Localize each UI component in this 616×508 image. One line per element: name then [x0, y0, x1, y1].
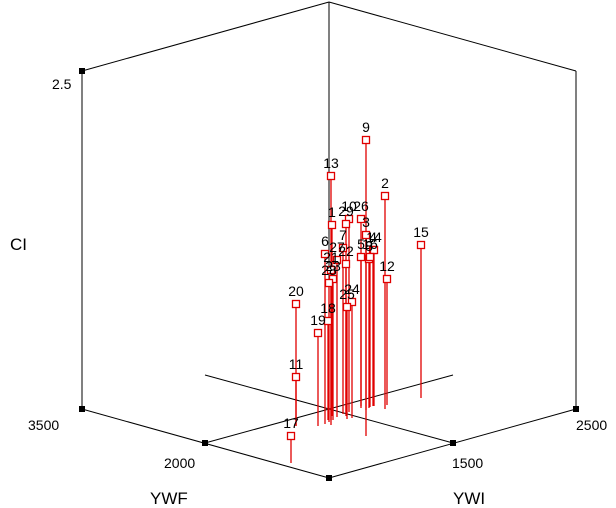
- corner-marker: [450, 440, 456, 446]
- data-point: [342, 302, 352, 312]
- point-label: 1: [328, 204, 336, 220]
- point-label: 20: [288, 283, 304, 299]
- data-point: [365, 252, 375, 262]
- point-label: 14: [366, 229, 382, 245]
- data-point: [356, 214, 366, 224]
- corner-markers: [79, 68, 579, 481]
- point-label: 22: [338, 243, 354, 259]
- point-label: 4: [369, 229, 377, 245]
- point-label: 23: [325, 258, 341, 274]
- data-point: [327, 220, 337, 230]
- data-point: [347, 297, 357, 307]
- point-label: 29: [338, 203, 354, 219]
- data-point: [416, 240, 426, 250]
- data-markers: [286, 135, 426, 441]
- point-label: 27: [329, 239, 345, 255]
- point-label: 16: [362, 236, 378, 252]
- corner-marker: [573, 406, 579, 412]
- data-point: [382, 274, 392, 284]
- tick-ci-2-5: 2.5: [52, 76, 72, 92]
- corner-marker: [79, 68, 85, 74]
- point-label: 18: [320, 300, 336, 316]
- point-label: 15: [413, 224, 429, 240]
- data-point: [361, 135, 371, 145]
- data-point: [380, 191, 390, 201]
- point-label: 10: [341, 198, 357, 214]
- data-point: [324, 278, 334, 288]
- data-point: [356, 252, 366, 262]
- point-label: 2: [381, 175, 389, 191]
- point-label: 19: [310, 312, 326, 328]
- point-label: 21: [323, 249, 339, 265]
- axis-title-ci: CI: [10, 235, 27, 254]
- point-label: 12: [379, 258, 395, 274]
- frame-edge: [81, 1, 330, 72]
- point-label: 6: [321, 233, 329, 249]
- corner-marker: [202, 440, 208, 446]
- data-point: [326, 171, 336, 181]
- frame-edge: [328, 1, 577, 72]
- point-label: 5: [357, 236, 365, 252]
- tick-ywf-3500: 3500: [28, 417, 59, 433]
- point-label: 25: [339, 286, 355, 302]
- point-label: 8: [365, 238, 373, 254]
- point-label: 17: [283, 415, 299, 431]
- point-label: 28: [321, 262, 337, 278]
- data-point: [361, 230, 371, 240]
- point-label: 24: [344, 281, 360, 297]
- tick-ywf-2000: 2000: [164, 455, 195, 471]
- corner-marker: [79, 406, 85, 412]
- tick-ywi-2500: 2500: [576, 417, 607, 433]
- data-point: [332, 255, 342, 265]
- data-point: [341, 259, 351, 269]
- axis-title-ywf: YWF: [150, 489, 188, 508]
- data-point: [313, 328, 323, 338]
- drop-lines: [290, 140, 422, 463]
- axis-title-ywi: YWI: [453, 489, 485, 508]
- data-point: [338, 243, 348, 253]
- point-label: 13: [323, 155, 339, 171]
- data-point: [323, 316, 333, 326]
- point-label: 9: [362, 119, 370, 135]
- data-point: [326, 265, 336, 275]
- corner-marker: [326, 475, 332, 481]
- data-point: [320, 249, 330, 259]
- data-point: [286, 431, 296, 441]
- point-label: 3: [362, 214, 370, 230]
- point-label: 11: [289, 356, 304, 372]
- data-point: [291, 299, 301, 309]
- data-point: [341, 219, 351, 229]
- point-label: 26: [353, 198, 369, 214]
- data-point: [291, 372, 301, 382]
- point-label: 7: [339, 227, 347, 243]
- tick-ywi-1500: 1500: [452, 455, 483, 471]
